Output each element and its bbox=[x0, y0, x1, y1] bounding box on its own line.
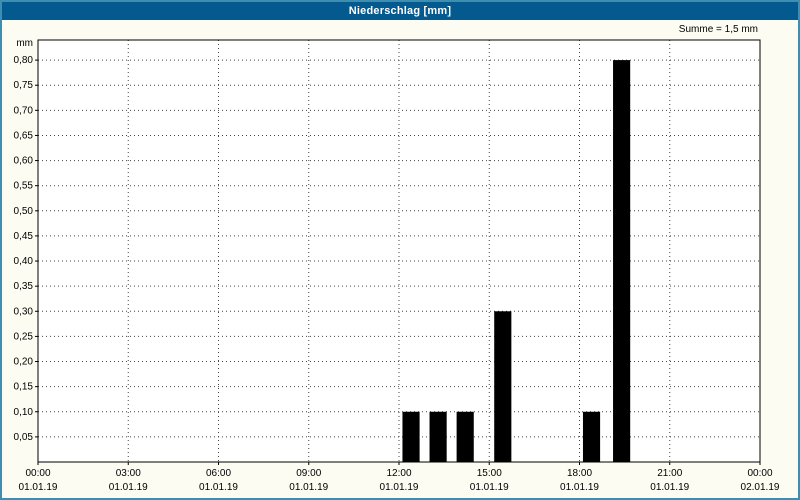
precip-bar bbox=[402, 411, 420, 462]
window-title: Niederschlag [mm] bbox=[348, 5, 452, 17]
y-tick-label: 0,20 bbox=[14, 357, 34, 368]
y-tick-label: 0,15 bbox=[14, 382, 34, 393]
plot-area bbox=[38, 40, 760, 462]
y-tick-label: 0,75 bbox=[14, 80, 34, 91]
y-tick-label: 0,60 bbox=[14, 156, 34, 167]
x-tick-date-label: 01.01.19 bbox=[380, 482, 419, 493]
titlebar: Niederschlag [mm] bbox=[2, 2, 798, 20]
precip-bar bbox=[582, 411, 601, 462]
y-tick-label: 0,25 bbox=[14, 331, 34, 342]
y-tick-label: 0,40 bbox=[14, 256, 34, 267]
precip-bar bbox=[494, 311, 512, 462]
precip-bar bbox=[429, 411, 447, 462]
y-tick-label: 0,35 bbox=[14, 281, 34, 292]
precip-bar bbox=[613, 60, 631, 462]
x-tick-date-label: 01.01.19 bbox=[199, 482, 238, 493]
x-tick-date-label: 01.01.19 bbox=[289, 482, 328, 493]
x-tick-date-label: 01.01.19 bbox=[109, 482, 148, 493]
x-tick-date-label: 01.01.19 bbox=[650, 482, 689, 493]
y-tick-label: 0,65 bbox=[14, 130, 34, 141]
y-tick-label: 0,50 bbox=[14, 206, 34, 217]
x-tick-time-label: 09:00 bbox=[296, 468, 321, 479]
x-tick-date-label: 01.01.19 bbox=[19, 482, 58, 493]
sum-label: Summe = 1,5 mm bbox=[678, 24, 758, 35]
x-tick-time-label: 06:00 bbox=[206, 468, 231, 479]
y-tick-label: 0,45 bbox=[14, 231, 34, 242]
precip-bar bbox=[456, 411, 474, 462]
x-tick-time-label: 18:00 bbox=[567, 468, 592, 479]
x-tick-time-label: 12:00 bbox=[386, 468, 411, 479]
y-tick-label: 0,30 bbox=[14, 306, 34, 317]
x-tick-date-label: 01.01.19 bbox=[470, 482, 509, 493]
x-tick-time-label: 00:00 bbox=[25, 468, 50, 479]
y-axis-unit-label: mm bbox=[16, 38, 33, 49]
x-tick-date-label: 01.01.19 bbox=[560, 482, 599, 493]
precip-chart: 0,05 0,10 0,15 0,20 0,25 0,30 0,35 0,40 0,45 0,50… bbox=[14, 38, 780, 493]
y-tick-label: 0,10 bbox=[14, 407, 34, 418]
x-tick-date-label: 02.01.19 bbox=[741, 482, 780, 493]
y-tick-label: 0,80 bbox=[14, 55, 34, 66]
x-tick-time-label: 15:00 bbox=[477, 468, 502, 479]
y-tick-label: 0,55 bbox=[14, 181, 34, 192]
y-tick-label: 0,05 bbox=[14, 432, 34, 443]
x-tick-time-label: 21:00 bbox=[657, 468, 682, 479]
y-tick-label: 0,70 bbox=[14, 105, 34, 116]
x-tick-time-label: 03:00 bbox=[116, 468, 141, 479]
x-tick-time-label: 00:00 bbox=[747, 468, 772, 479]
